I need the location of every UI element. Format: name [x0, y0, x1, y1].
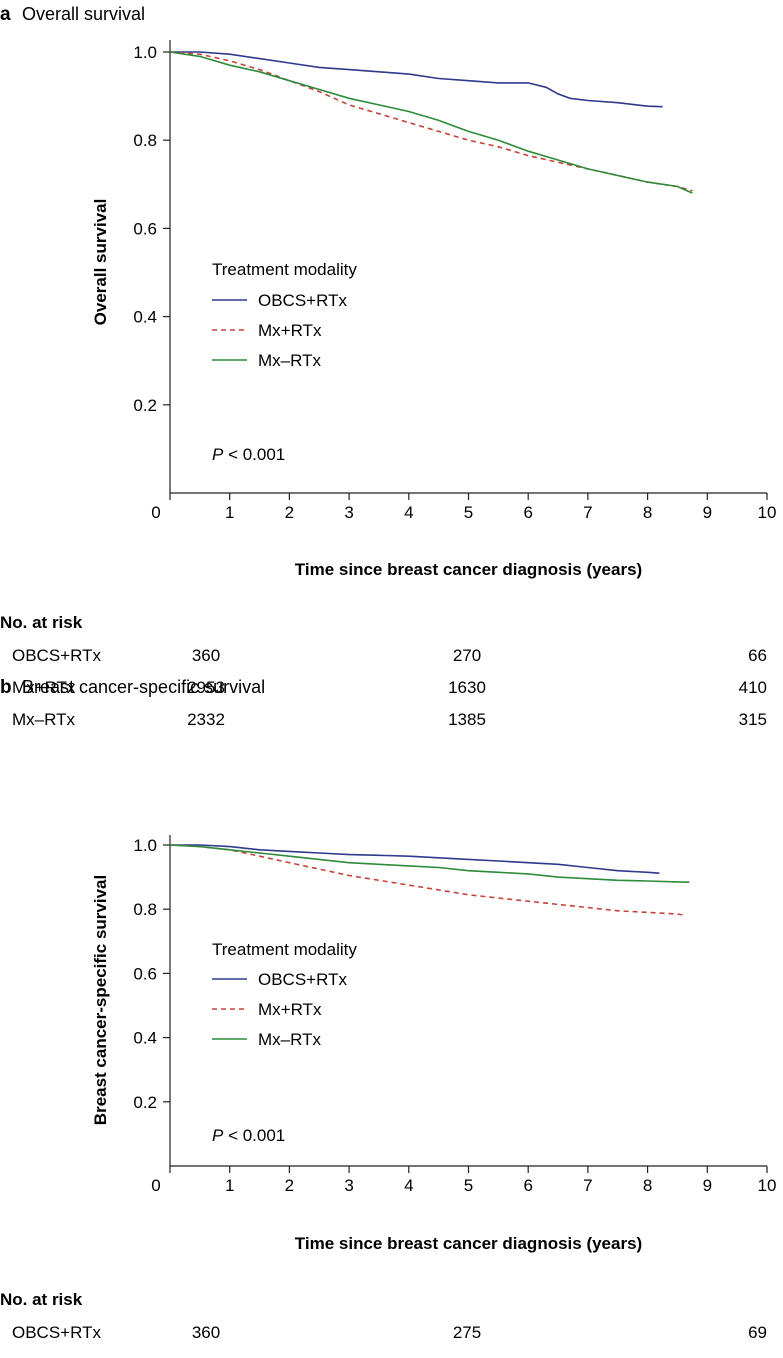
x-tick-label: 2	[285, 1176, 294, 1195]
risk-value: 69	[748, 1323, 767, 1342]
x-tick-label: 9	[703, 1176, 712, 1195]
legend-entry: Mx+RTx	[258, 1000, 322, 1019]
series-line-obcs-rtx	[170, 51, 663, 108]
p-value: < 0.001	[223, 445, 285, 464]
x-tick-label: 9	[703, 503, 712, 522]
x-tick-label: 7	[583, 503, 592, 522]
risk-value: 410	[739, 678, 767, 697]
risk-value: 315	[739, 710, 767, 729]
x-tick-label: 0	[151, 503, 160, 522]
risk-value: 270	[453, 646, 481, 665]
series-line-mx-rtx	[169, 844, 690, 883]
x-tick-label: 3	[344, 1176, 353, 1195]
risk-value: 2953	[187, 678, 225, 697]
risk-value: 2953	[187, 1356, 225, 1358]
y-tick-label: 0.4	[133, 1029, 157, 1048]
x-tick-label: 2	[285, 503, 294, 522]
x-tick-label: 6	[523, 503, 532, 522]
legend-entry: Mx–RTx	[258, 351, 321, 370]
x-tick-label: 1	[225, 1176, 234, 1195]
panel-letter: a	[0, 4, 11, 25]
x-tick-label: 8	[643, 1176, 652, 1195]
risk-row-label: Mx+RTx	[12, 678, 76, 697]
panel-letter: b	[0, 677, 12, 698]
series-line-mx-rtx	[169, 51, 693, 194]
risk-value: 66	[748, 646, 767, 665]
legend-entry: OBCS+RTx	[258, 291, 347, 310]
y-axis-label: Breast cancer-specific survival	[91, 875, 110, 1125]
risk-value: 1385	[448, 710, 486, 729]
y-tick-label: 0.2	[133, 396, 157, 415]
risk-value: 1725	[448, 1356, 486, 1358]
p-value-text: P < 0.001	[212, 1126, 285, 1145]
chart-title: Overall survival	[22, 4, 145, 24]
p-value-text: P < 0.001	[212, 445, 285, 464]
legend-entry: OBCS+RTx	[258, 970, 347, 989]
x-tick-label: 5	[464, 503, 473, 522]
risk-value: 492	[739, 1356, 767, 1358]
y-tick-label: 0.6	[133, 964, 157, 983]
x-tick-label: 0	[151, 1176, 160, 1195]
y-tick-label: 1.0	[133, 836, 157, 855]
series-line-mx-rtx	[169, 51, 693, 192]
risk-table-header: No. at risk	[0, 613, 83, 632]
y-tick-label: 0.8	[133, 131, 157, 150]
risk-row-label: Mx–RTx	[12, 710, 75, 729]
p-value: < 0.001	[223, 1126, 285, 1145]
x-tick-label: 1	[225, 503, 234, 522]
y-tick-label: 1.0	[133, 43, 157, 62]
risk-value: 2332	[187, 710, 225, 729]
x-axis-label: Time since breast cancer diagnosis (year…	[295, 1234, 642, 1253]
chart-panel-b: b Breast cancer-specific survival 0 1 2 3 4 5 6 7…	[0, 677, 776, 1358]
risk-value: 275	[453, 1323, 481, 1342]
risk-row-label: OBCS+RTx	[12, 1323, 101, 1342]
legend-entry: Mx–RTx	[258, 1030, 321, 1049]
y-tick-label: 0.4	[133, 308, 157, 327]
risk-table-header: No. at risk	[0, 1290, 83, 1309]
x-tick-label: 5	[464, 1176, 473, 1195]
risk-value: 360	[192, 646, 220, 665]
series-line-mx-rtx	[169, 844, 687, 917]
p-symbol: P	[212, 445, 224, 464]
series-line-obcs-rtx	[170, 844, 660, 874]
x-tick-label: 3	[344, 503, 353, 522]
y-tick-label: 0.6	[133, 219, 157, 238]
risk-value: 360	[192, 1323, 220, 1342]
x-tick-label: 7	[583, 1176, 592, 1195]
x-tick-label: 6	[523, 1176, 532, 1195]
y-tick-label: 0.2	[133, 1093, 157, 1112]
chart-panel-a: a Overall survival 0 1 2 3 4 5 6 7 8 9 10 0.2 0.4 0.6 0.…	[0, 4, 776, 729]
chart-title: Breast cancer-specific survival	[22, 677, 265, 697]
y-tick-label: 0.8	[133, 900, 157, 919]
risk-row-label: Mx+RTx	[12, 1356, 76, 1358]
legend-title: Treatment modality	[212, 940, 357, 959]
x-tick-label: 8	[643, 503, 652, 522]
legend-title: Treatment modality	[212, 260, 357, 279]
p-symbol: P	[212, 1126, 224, 1145]
risk-row-label: OBCS+RTx	[12, 646, 101, 665]
x-tick-label: 4	[404, 1176, 413, 1195]
legend-entry: Mx+RTx	[258, 321, 322, 340]
risk-value: 1630	[448, 678, 486, 697]
x-tick-label: 10	[758, 1176, 777, 1195]
x-tick-label: 10	[758, 503, 777, 522]
y-axis-label: Overall survival	[91, 199, 110, 326]
x-axis-label: Time since breast cancer diagnosis (year…	[295, 560, 642, 579]
x-tick-label: 4	[404, 503, 413, 522]
